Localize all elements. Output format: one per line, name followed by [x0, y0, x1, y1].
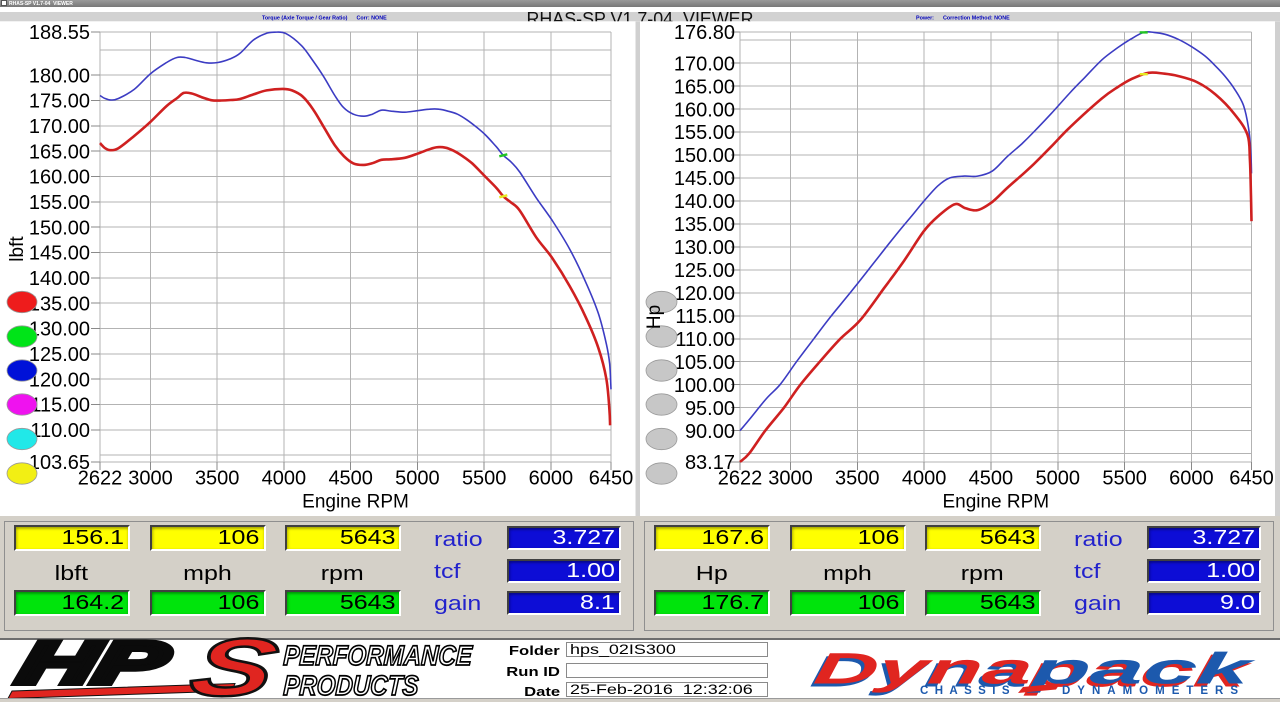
- svg-text:160.00: 160.00: [29, 167, 90, 189]
- svg-text:180.00: 180.00: [29, 65, 90, 87]
- svg-text:S: S: [182, 636, 287, 702]
- svg-text:115.00: 115.00: [675, 306, 735, 328]
- svg-text:110.00: 110.00: [675, 329, 735, 351]
- svg-text:120.00: 120.00: [674, 283, 735, 305]
- svg-text:6000: 6000: [529, 468, 574, 490]
- svg-text:Hp: Hp: [644, 305, 665, 329]
- svg-text:3000: 3000: [768, 468, 813, 490]
- svg-text:95.00: 95.00: [685, 398, 735, 420]
- svg-text:125.00: 125.00: [674, 260, 735, 282]
- svg-text:140.00: 140.00: [29, 268, 90, 290]
- svg-text:5000: 5000: [395, 468, 440, 490]
- svg-text:188.55: 188.55: [29, 22, 90, 44]
- svg-text:135.00: 135.00: [674, 214, 735, 236]
- svg-text:150.00: 150.00: [674, 145, 735, 167]
- svg-text:130.00: 130.00: [29, 319, 90, 341]
- svg-text:6450: 6450: [589, 468, 634, 490]
- svg-text:Dyna: Dyna: [808, 648, 1032, 697]
- svg-text:HP: HP: [12, 636, 176, 696]
- svg-text:6450: 6450: [1229, 468, 1274, 490]
- svg-text:5500: 5500: [1102, 468, 1147, 490]
- svg-text:5500: 5500: [462, 468, 507, 490]
- svg-text:170.00: 170.00: [674, 53, 735, 75]
- svg-text:6000: 6000: [1169, 468, 1214, 490]
- svg-text:pack: pack: [1027, 645, 1259, 694]
- svg-text:160.00: 160.00: [674, 99, 735, 121]
- svg-text:Dyna: Dyna: [811, 645, 1036, 694]
- svg-text:125.00: 125.00: [29, 344, 90, 366]
- svg-text:CHASSIS: CHASSIS: [920, 685, 1016, 697]
- svg-text:150.00: 150.00: [29, 217, 90, 239]
- svg-text:4500: 4500: [328, 468, 373, 490]
- svg-text:3500: 3500: [835, 468, 880, 490]
- svg-text:Torque (Axle Torque / Gear Rat: Torque (Axle Torque / Gear Ratio) Corr: …: [262, 16, 387, 22]
- svg-text:2622: 2622: [78, 468, 123, 490]
- svg-text:2622: 2622: [718, 468, 763, 490]
- svg-text:lbft: lbft: [7, 236, 28, 262]
- svg-text:120.00: 120.00: [29, 369, 90, 391]
- svg-text:4000: 4000: [902, 468, 947, 490]
- svg-text:176.80: 176.80: [674, 22, 735, 44]
- svg-text:4000: 4000: [262, 468, 307, 490]
- svg-text:Engine RPM: Engine RPM: [302, 492, 409, 513]
- svg-text:Engine RPM: Engine RPM: [942, 492, 1049, 513]
- svg-text:165.00: 165.00: [29, 141, 90, 163]
- svg-text:RHAS-SP V1.7-04 VIEWER: RHAS-SP V1.7-04 VIEWER: [527, 9, 754, 29]
- svg-text:175.00: 175.00: [29, 91, 90, 113]
- svg-text:165.00: 165.00: [674, 76, 735, 98]
- svg-text:135.00: 135.00: [29, 293, 90, 315]
- svg-text:140.00: 140.00: [674, 191, 735, 213]
- svg-text:103.65: 103.65: [29, 452, 90, 474]
- svg-text:3000: 3000: [128, 468, 173, 490]
- svg-text:pack: pack: [1023, 648, 1255, 697]
- svg-text:155.00: 155.00: [674, 122, 735, 144]
- svg-text:170.00: 170.00: [29, 116, 90, 138]
- svg-text:90.00: 90.00: [685, 421, 735, 443]
- svg-text:155.00: 155.00: [29, 192, 90, 214]
- svg-text:100.00: 100.00: [674, 375, 735, 397]
- svg-text:4500: 4500: [969, 468, 1014, 490]
- svg-text:145.00: 145.00: [674, 168, 735, 190]
- svg-text:DYNAMOMETERS: DYNAMOMETERS: [1062, 685, 1245, 697]
- svg-text:130.00: 130.00: [674, 237, 735, 259]
- svg-text:105.00: 105.00: [674, 352, 735, 374]
- svg-text:3500: 3500: [195, 468, 240, 490]
- svg-text:110.00: 110.00: [30, 420, 90, 442]
- svg-text:5000: 5000: [1036, 468, 1081, 490]
- svg-text:115.00: 115.00: [30, 395, 90, 417]
- svg-text:145.00: 145.00: [29, 243, 90, 265]
- svg-text:Power: Correction Method:: Power: Correction Method: NONE: [916, 16, 1010, 22]
- svg-text:83.17: 83.17: [685, 452, 735, 474]
